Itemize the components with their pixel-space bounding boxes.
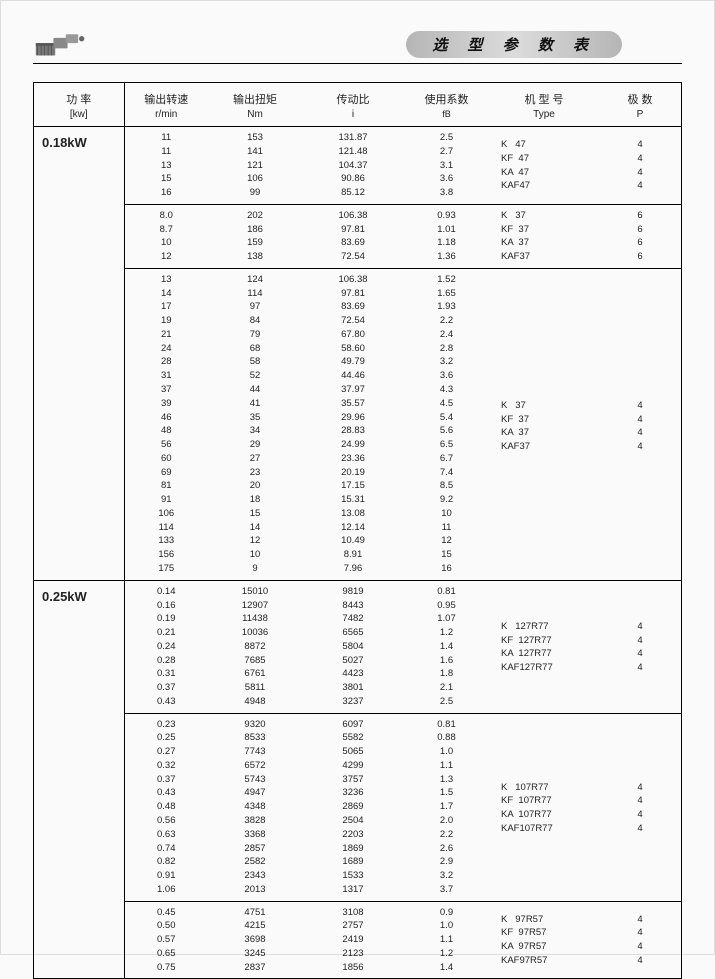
rpm-cell: 8.08.71012 <box>124 204 208 268</box>
power-cell: 0.18kW <box>34 127 124 581</box>
page-header: 选 型 参 数 表 <box>33 29 682 59</box>
rpm-cell: 0.230.250.270.320.370.430.480.560.630.74… <box>124 713 208 901</box>
poles-cell: 4444 <box>599 713 681 901</box>
ratio-cell: 31082757241921231856 <box>302 901 404 978</box>
ratio-cell: 6097558250654299375732362869250422031869… <box>302 713 404 901</box>
spec-table: 功 率 [kw] 输出转速 r/min 输出扭矩 Nm 传动比 i 使用系数 f… <box>34 83 681 978</box>
table-row: 1314171921242831373946485660698191106114… <box>34 268 681 580</box>
table-body: 0.18kW111113151615314112110699131.87121.… <box>34 127 681 979</box>
table-header: 功 率 [kw] 输出转速 r/min 输出扭矩 Nm 传动比 i 使用系数 f… <box>34 83 681 127</box>
gearbox-logo-icon <box>33 29 88 59</box>
poles-cell: 4444 <box>599 901 681 978</box>
table-row: 0.450.500.570.650.7547514215369832452837… <box>34 901 681 978</box>
table-row: 0.18kW111113151615314112110699131.87121.… <box>34 127 681 205</box>
torque-cell: 9320853377436572574349474348382833682857… <box>208 713 302 901</box>
type-cell: K 37KF 37KA 37KAF37 <box>489 268 599 580</box>
ratio-cell: 131.87121.48104.3790.8685.12 <box>302 127 404 205</box>
torque-cell: 202186159138 <box>208 204 302 268</box>
page-title: 选 型 参 数 表 <box>406 31 622 58</box>
type-cell: K 107R77KF 107R77KA 107R77KAF107R77 <box>489 713 599 901</box>
table-row: 0.230.250.270.320.370.430.480.560.630.74… <box>34 713 681 901</box>
fb-cell: 0.810.881.01.11.31.51.72.02.22.62.93.23.… <box>404 713 489 901</box>
rpm-cell: 0.450.500.570.650.75 <box>124 901 208 978</box>
poles-cell: 6666 <box>599 204 681 268</box>
type-cell: K 127R77KF 127R77KA 127R77KAF127R77 <box>489 580 599 713</box>
poles-cell: 4444 <box>599 268 681 580</box>
fb-cell: 0.931.011.181.36 <box>404 204 489 268</box>
type-cell: K 47KF 47KA 47KAF47 <box>489 127 599 205</box>
poles-cell: 4444 <box>599 580 681 713</box>
ratio-cell: 106.3897.8183.6972.54 <box>302 204 404 268</box>
fb-cell: 0.91.01.11.21.4 <box>404 901 489 978</box>
ratio-cell: 981984437482656558045027442338013237 <box>302 580 404 713</box>
type-cell: K 97R57KF 97R57KA 97R57KAF97R57 <box>489 901 599 978</box>
rpm-cell: 1111131516 <box>124 127 208 205</box>
fb-cell: 0.810.951.071.21.41.61.82.12.5 <box>404 580 489 713</box>
header-poles: 极 数 P <box>599 83 681 127</box>
fb-cell: 2.52.73.13.63.8 <box>404 127 489 205</box>
rpm-cell: 0.140.160.190.210.240.280.310.370.43 <box>124 580 208 713</box>
header-ratio: 传动比 i <box>302 83 404 127</box>
torque-cell: 15314112110699 <box>208 127 302 205</box>
torque-cell: 47514215369832452837 <box>208 901 302 978</box>
header-divider <box>33 63 682 64</box>
header-torque: 输出扭矩 Nm <box>208 83 302 127</box>
torque-cell: 1241149784796858524441353429272320181514… <box>208 268 302 580</box>
ratio-cell: 106.3897.8183.6972.5467.8058.6049.7944.4… <box>302 268 404 580</box>
table-row: 0.25kW0.140.160.190.210.240.280.310.370.… <box>34 580 681 713</box>
header-power: 功 率 [kw] <box>34 83 124 127</box>
spec-table-container: 功 率 [kw] 输出转速 r/min 输出扭矩 Nm 传动比 i 使用系数 f… <box>33 82 682 979</box>
power-cell: 0.25kW <box>34 580 124 978</box>
torque-cell: 1501012907114381003688727685676158114948 <box>208 580 302 713</box>
rpm-cell: 1314171921242831373946485660698191106114… <box>124 268 208 580</box>
fb-cell: 1.521.651.932.22.42.83.23.64.34.55.45.66… <box>404 268 489 580</box>
header-rpm: 输出转速 r/min <box>124 83 208 127</box>
table-row: 8.08.71012202186159138106.3897.8183.6972… <box>34 204 681 268</box>
type-cell: K 37KF 37KA 37KAF37 <box>489 204 599 268</box>
poles-cell: 4444 <box>599 127 681 205</box>
header-type: 机 型 号 Type <box>489 83 599 127</box>
header-fb: 使用系数 fB <box>404 83 489 127</box>
